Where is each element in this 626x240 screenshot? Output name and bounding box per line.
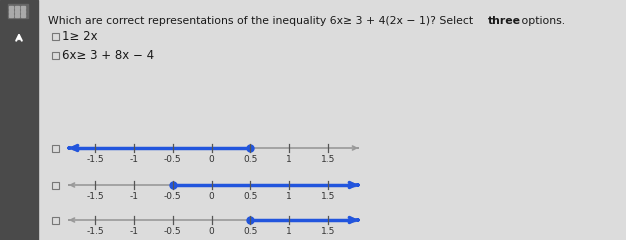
Text: three: three (488, 16, 520, 26)
Bar (52, 216, 59, 223)
Text: -1: -1 (130, 192, 138, 201)
Text: 0: 0 (208, 155, 215, 164)
Bar (52, 181, 59, 188)
Text: 0: 0 (208, 192, 215, 201)
Text: -1: -1 (130, 227, 138, 236)
Text: 6x≥ 3 + 8x − 4: 6x≥ 3 + 8x − 4 (62, 49, 154, 62)
Bar (15, 10, 19, 13)
Text: 1≥ 2x: 1≥ 2x (62, 30, 98, 43)
Bar (52, 33, 59, 40)
Text: -0.5: -0.5 (164, 192, 182, 201)
Text: -1.5: -1.5 (86, 155, 104, 164)
Text: -0.5: -0.5 (164, 155, 182, 164)
Text: 1: 1 (286, 227, 292, 236)
Bar (15, 6, 19, 9)
Bar (0, 0, 38, 240)
Text: -1: -1 (130, 155, 138, 164)
Bar (8, 4, 28, 18)
Text: -1.5: -1.5 (86, 227, 104, 236)
Bar (52, 52, 59, 59)
Text: 0.5: 0.5 (243, 155, 257, 164)
Bar (9, 14, 13, 17)
Text: 1: 1 (286, 155, 292, 164)
Bar (21, 14, 25, 17)
Bar (21, 10, 25, 13)
Text: 0.5: 0.5 (243, 227, 257, 236)
Text: -1.5: -1.5 (86, 192, 104, 201)
Text: 1: 1 (286, 192, 292, 201)
Bar (9, 10, 13, 13)
Bar (21, 6, 25, 9)
Text: -0.5: -0.5 (164, 227, 182, 236)
Text: 0: 0 (208, 227, 215, 236)
Bar (9, 6, 13, 9)
Bar (52, 144, 59, 151)
Text: 1.5: 1.5 (321, 227, 335, 236)
Text: 1.5: 1.5 (321, 192, 335, 201)
Bar (15, 14, 19, 17)
Text: Which are correct representations of the inequality 6x≥ 3 + 4(2x − 1)? Select: Which are correct representations of the… (48, 16, 476, 26)
Text: options.: options. (518, 16, 565, 26)
Text: 0.5: 0.5 (243, 192, 257, 201)
Text: 1.5: 1.5 (321, 155, 335, 164)
